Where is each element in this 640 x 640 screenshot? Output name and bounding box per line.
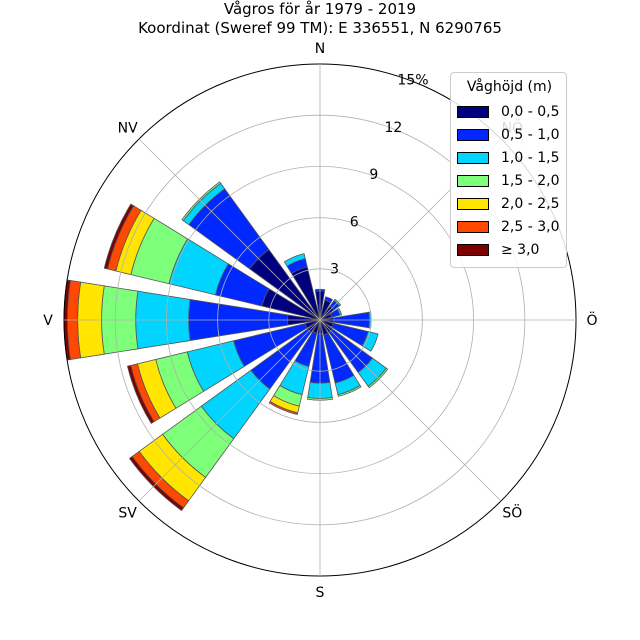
bar-segment [361,331,379,352]
bar-segment [367,367,389,389]
direction-label: NV [118,121,138,137]
radial-tick-label: 3 [330,262,339,278]
radial-tick-label: 15% [397,72,428,88]
radial-tick-label: 12 [384,120,402,136]
direction-label: N [315,41,325,57]
bar-segment [337,384,362,397]
chart-subtitle: Koordinat (Sweref 99 TM): E 336551, N 62… [138,19,502,37]
bar-segment [324,296,334,304]
grid-spoke [138,138,321,321]
bar-segment [336,307,343,316]
radial-tick-label: 9 [369,167,378,183]
direction-label: SÖ [502,503,522,521]
legend-item: ≥ 3,0 [457,241,539,259]
legend-label: ≥ 3,0 [501,242,540,258]
legend-label: 1,0 - 1,5 [501,150,560,166]
legend-item: 2,0 - 2,5 [457,195,559,213]
legend-item: 1,5 - 2,0 [457,172,559,190]
legend-item: 1,0 - 1,5 [457,149,559,167]
direction-label: V [43,313,53,329]
legend-title: Våghöjd (m) [466,79,553,95]
chart-title: Vågros för år 1979 - 2019 [223,0,417,18]
legend-swatch [457,129,489,141]
bar-segment [103,203,135,270]
bar-segment [283,253,306,267]
direction-label: S [316,585,325,601]
direction-label: Ö [586,311,597,329]
legend-item: 0,0 - 0,5 [457,103,559,121]
bar-segment [128,455,185,512]
legend-swatch [457,152,489,164]
legend-label: 0,0 - 0,5 [501,104,560,120]
legend-swatch [457,175,489,187]
legend: Våghöjd (m) 0,0 - 0,5 0,5 - 1,0 1,0 - 1,… [450,72,567,268]
legend-swatch [457,198,489,210]
direction-label: SV [118,505,137,521]
legend-swatch [457,244,489,256]
legend-swatch [457,221,489,233]
legend-label: 1,5 - 2,0 [501,173,560,189]
legend-label: 2,5 - 3,0 [501,219,560,235]
legend-item: 0,5 - 1,0 [457,126,559,144]
legend-label: 2,0 - 2,5 [501,196,560,212]
grid-spoke [138,319,321,502]
legend-swatch [457,106,489,118]
bar-segment [181,181,222,222]
legend-item: 2,5 - 3,0 [457,218,559,236]
radial-tick-label: 6 [350,214,359,230]
legend-label: 0,5 - 1,0 [501,127,560,143]
grid-spoke [319,319,502,502]
bar-segment [268,400,299,416]
bar-segment [127,364,155,424]
